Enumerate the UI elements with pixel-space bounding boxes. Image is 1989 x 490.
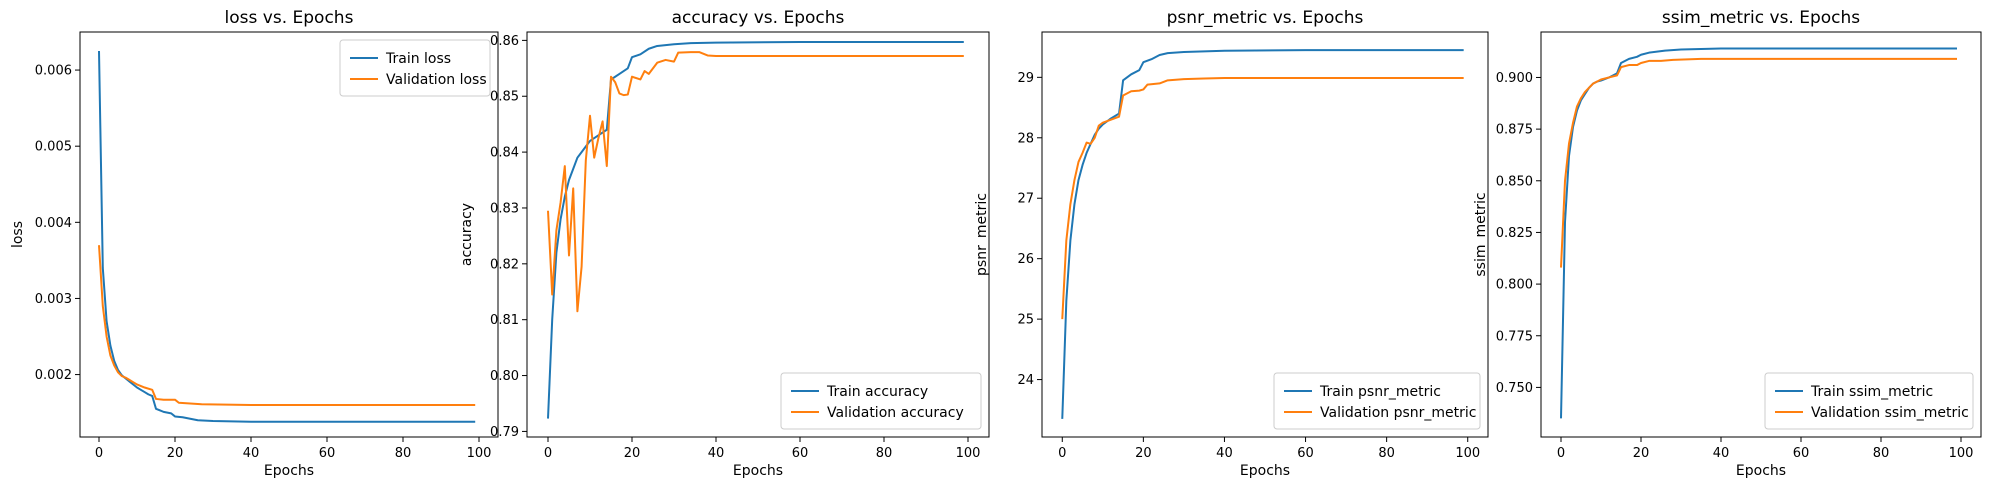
chart-title: psnr_metric vs. Epochs: [1167, 8, 1364, 28]
x-tick-label: 80: [1378, 446, 1395, 461]
y-tick-label: 25: [1017, 313, 1034, 328]
legend: Train psnr_metric Validation psnr_metric: [1273, 372, 1481, 430]
legend-box: [1764, 372, 1974, 430]
legend-box: [1273, 372, 1481, 430]
y-tick-label: 0.003: [35, 292, 72, 307]
legend-entry: Train ssim_metric: [1810, 384, 1933, 400]
axes-frame: [1540, 31, 1982, 438]
y-tick-label: 0.004: [35, 216, 72, 231]
y-tick-label: 0.83: [490, 201, 519, 216]
x-tick-label: 80: [876, 446, 893, 461]
series-lines: [1560, 47, 1957, 419]
series-lines: [547, 41, 964, 419]
y-tick-label: 0.875: [1496, 123, 1533, 138]
x-tick-label: 20: [167, 446, 184, 461]
series-line-train-psnr-metric: [1061, 49, 1464, 419]
x-axis-label: Epochs: [1736, 463, 1786, 479]
x-tick-label: 100: [1455, 446, 1480, 461]
y-tick-label: 24: [1017, 373, 1034, 388]
x-axis-label: Epochs: [264, 463, 314, 479]
y-tick-label: 0.84: [490, 146, 519, 161]
x-tick-label: 40: [1216, 446, 1233, 461]
y-axis-label: accuracy: [459, 203, 475, 266]
y-tick-label: 0.82: [490, 257, 519, 272]
y-tick-label: 0.85: [490, 90, 519, 105]
x-axis-label: Epochs: [733, 463, 783, 479]
y-axis-label: ssim_metric: [1473, 192, 1489, 276]
x-tick-label: 60: [1297, 446, 1314, 461]
series-lines: [1061, 49, 1464, 419]
x-tick-label: 100: [956, 446, 981, 461]
x-tick-label: 100: [1949, 446, 1974, 461]
legend-entry: Validation accuracy: [827, 405, 964, 421]
y-tick-label: 28: [1017, 131, 1034, 146]
x-tick-label: 40: [708, 446, 725, 461]
x-tick-label: 0: [1557, 446, 1565, 461]
legend-entry: Train psnr_metric: [1319, 384, 1441, 400]
axes-frame: [1041, 31, 1489, 438]
legend-entry: Validation loss: [386, 72, 487, 88]
y-tick-label: 0.002: [35, 368, 72, 383]
y-tick-label: 0.825: [1496, 226, 1533, 241]
x-tick-label: 40: [1713, 446, 1730, 461]
chart-title: ssim_metric vs. Epochs: [1662, 8, 1860, 28]
y-tick-label: 0.850: [1496, 174, 1533, 189]
y-tick-label: 0.005: [35, 140, 72, 155]
x-tick-label: 20: [1633, 446, 1650, 461]
y-tick-label: 0.800: [1496, 278, 1533, 293]
series-line-validation-psnr-metric: [1061, 76, 1464, 320]
series-line-validation-loss: [98, 245, 476, 407]
legend-entry: Validation psnr_metric: [1320, 405, 1476, 421]
legend-entry: Train loss: [385, 51, 451, 67]
legend: Train accuracy Validation accuracy: [780, 372, 982, 430]
series-line-train-ssim-metric: [1560, 47, 1957, 419]
x-tick-label: 0: [544, 446, 552, 461]
x-axis-label: Epochs: [1240, 463, 1290, 479]
x-tick-label: 20: [1135, 446, 1152, 461]
chart-loss: loss vs. Epochs 0 20 40 60 80 100 0.002 0.003 0.0…: [10, 8, 499, 479]
chart-accuracy: accuracy vs. Epochs 0 20 40 60 80 100 0.79 0.80 0…: [459, 8, 990, 479]
series-line-validation-ssim-metric: [1560, 57, 1957, 268]
y-tick-label: 29: [1017, 71, 1034, 86]
x-tick-label: 0: [95, 446, 103, 461]
chart-title: loss vs. Epochs: [225, 8, 354, 28]
x-tick-label: 40: [243, 446, 260, 461]
x-tick-label: 0: [1058, 446, 1066, 461]
y-axis-label: loss: [10, 221, 26, 248]
y-tick-label: 0.79: [490, 425, 519, 440]
y-tick-label: 0.006: [35, 64, 72, 79]
y-tick-label: 0.750: [1496, 381, 1533, 396]
chart-ssim-metric: ssim_metric vs. Epochs 0 20 40 60 80 100 0.750 0…: [1473, 8, 1982, 479]
chart-psnr-metric: psnr_metric vs. Epochs 0 20 40 60 80 100 24 25 26…: [974, 8, 1489, 479]
legend-entry: Train accuracy: [826, 384, 928, 400]
x-tick-label: 80: [1873, 446, 1890, 461]
legend: Train ssim_metric Validation ssim_metric: [1764, 372, 1974, 430]
x-tick-label: 60: [319, 446, 336, 461]
y-tick-label: 0.900: [1496, 71, 1533, 86]
y-tick-label: 0.80: [490, 369, 519, 384]
y-tick-label: 27: [1017, 192, 1034, 207]
y-axis-label: psnr_metric: [974, 193, 990, 276]
x-tick-label: 100: [467, 446, 492, 461]
x-tick-label: 60: [792, 446, 809, 461]
series-lines: [98, 51, 476, 423]
axes-frame: [526, 31, 990, 438]
axes-frame: [79, 31, 499, 438]
chart-title: accuracy vs. Epochs: [672, 8, 845, 28]
legend-entry: Validation ssim_metric: [1811, 405, 1969, 421]
y-tick-label: 0.775: [1496, 329, 1533, 344]
legend-box: [780, 372, 982, 430]
x-tick-label: 60: [1793, 446, 1810, 461]
series-line-validation-accuracy: [547, 51, 964, 313]
y-tick-label: 0.86: [490, 34, 519, 49]
legend-box: [339, 39, 491, 97]
legend: Train loss Validation loss: [339, 39, 491, 97]
series-line-train-loss: [98, 51, 476, 423]
x-tick-label: 20: [624, 446, 641, 461]
y-tick-label: 26: [1017, 252, 1034, 267]
x-tick-label: 80: [395, 446, 412, 461]
y-tick-label: 0.81: [490, 313, 519, 328]
